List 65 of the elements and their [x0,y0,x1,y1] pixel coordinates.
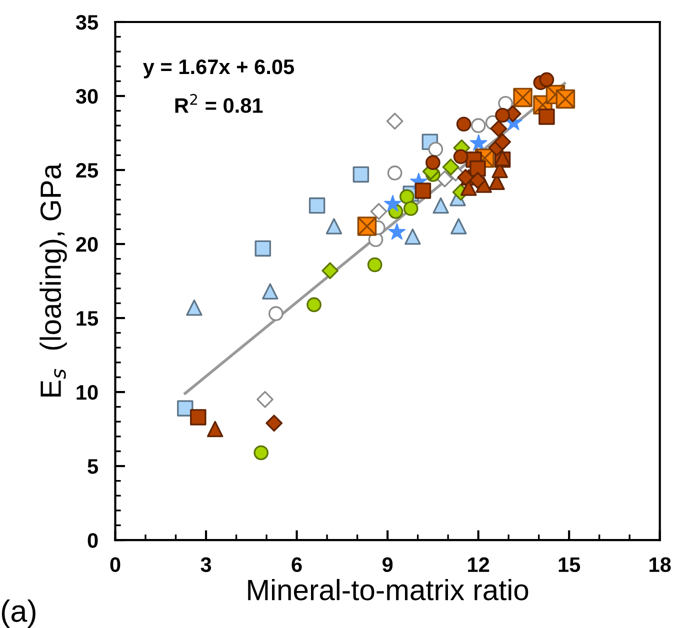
x-tick-label: 18 [650,557,671,572]
point [470,118,486,134]
point [442,158,460,176]
point [428,142,444,157]
point [322,262,339,280]
point [186,300,202,316]
point [404,228,421,245]
point [190,409,206,426]
point [426,155,440,170]
x-tick-label: 15 [558,558,580,572]
y-axis-title: E$_{s}$ (loading), GPa [40,163,67,396]
point [432,197,449,214]
point [357,216,377,236]
point [414,182,432,199]
point [436,170,454,188]
point [262,283,278,300]
text: (a) [2,600,36,628]
y-tick-label: 25 [76,163,98,178]
point [268,306,284,322]
point [384,194,402,212]
point [513,88,532,108]
x-tick-label: 12 [468,557,490,572]
y-tick-label: 0 [88,533,98,548]
y-tick-label: 5 [88,459,98,474]
point [367,257,382,272]
point [308,197,326,214]
point [469,172,486,189]
annotation: y = 1.67x + 6.05 [143,59,294,78]
point [326,218,342,234]
point [450,218,467,234]
point [538,108,555,125]
y-tick-label: 15 [76,311,98,326]
y-tick-label: 10 [76,385,98,400]
point [457,168,474,186]
point [370,203,388,220]
point [470,134,488,151]
point [254,445,269,460]
point [386,112,404,130]
point [352,166,370,183]
point [494,133,511,150]
point [177,400,194,416]
x-tick-label: 6 [292,557,302,572]
point [388,223,406,240]
point [306,297,322,312]
x-axis-title: Mineral-to-matrix ratio [248,578,528,600]
point [539,72,554,88]
y-tick-label: 35 [76,14,98,30]
annotation: R$^{2}$ = 0.81 [175,94,263,113]
x-tick-label: 3 [200,557,212,572]
point [266,414,283,432]
point [403,201,418,216]
y-tick-label: 30 [76,88,98,104]
y-tick-label: 20 [76,237,98,252]
point [456,116,472,132]
point [206,420,224,438]
x-tick-label: 0 [110,557,120,572]
point [399,189,414,204]
point [256,391,274,408]
point [254,240,272,257]
point [460,180,477,196]
point [387,166,402,180]
point [490,120,508,138]
point [453,149,468,164]
point [495,108,510,123]
x-tick-label: 9 [382,557,393,572]
